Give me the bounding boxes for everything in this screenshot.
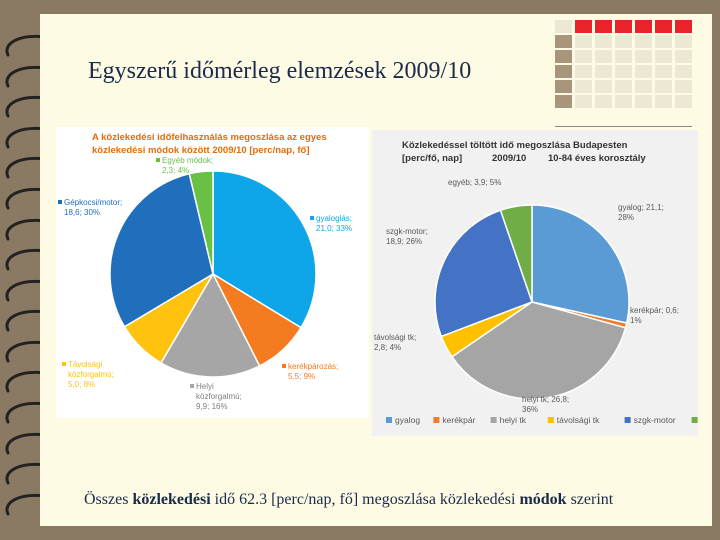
grid-cell	[635, 35, 652, 48]
grid-cell	[615, 65, 632, 78]
chart-panel-1: A közlekedési időfelhasználás megoszlása…	[56, 127, 369, 418]
label-marker-egyeb-modok	[156, 158, 160, 162]
grid-cell	[595, 65, 612, 78]
grid-cell	[635, 80, 652, 93]
grid-cell	[575, 95, 592, 108]
slice-helyi-tk	[450, 301, 627, 400]
data-label-gyalog: gyalog; 21,1; 28%	[618, 203, 664, 222]
grid-cell	[555, 65, 572, 78]
grid-cell	[595, 50, 612, 63]
label-marker-gyaloglas	[310, 216, 314, 220]
grid-cell	[615, 20, 632, 33]
legend-swatch-szgk-motor	[624, 417, 631, 423]
caption-part-2: közlekedési	[132, 491, 211, 508]
grid-cell	[575, 20, 592, 33]
slice-gepkocsi-motor	[109, 172, 214, 328]
grid-cell	[675, 65, 692, 78]
legend-label-tavolsagi-tk: távolsági tk	[557, 415, 600, 425]
legend-swatch-helyi-tk	[490, 417, 497, 423]
grid-cell	[595, 35, 612, 48]
grid-cell	[595, 20, 612, 33]
grid-cell	[615, 50, 632, 63]
chart2-title-age: 10-84 éves korosztály	[548, 153, 646, 164]
grid-cell	[555, 95, 572, 108]
grid-cell	[655, 50, 672, 63]
label-marker-kerekparozas	[282, 364, 286, 368]
grid-cell	[615, 95, 632, 108]
grid-cell	[615, 35, 632, 48]
legend-swatch-gyalog	[386, 417, 392, 423]
grid-cell	[595, 80, 612, 93]
data-label-tavolsagi-kozforgalmu: Távolsági közforgalmú; 5,0; 8%	[68, 360, 114, 389]
legend-label-szgk-motor: szgk-motor	[634, 415, 676, 425]
data-label-helyi-kozforgalmu: Helyi közforgalmú; 9,9; 16%	[196, 382, 242, 411]
data-label-egyeb: egyéb; 3,9; 5%	[448, 178, 501, 187]
legend-label-gyalog: gyalog	[395, 415, 420, 425]
legend-label-kerekpar: kerékpár	[442, 415, 475, 425]
pie-chart-1: A közlekedési időfelhasználás megoszlása…	[58, 132, 352, 411]
divider-line	[555, 126, 692, 127]
data-label-tavolsagi-tk: távolsági tk; 2,8; 4%	[374, 333, 416, 352]
data-label-szgk-motor: szgk-motor; 18,9; 26%	[386, 227, 428, 246]
grid-cell	[635, 95, 652, 108]
grid-cell	[575, 50, 592, 63]
page-title: Egyszerű időmérleg elemzések 2009/10	[88, 58, 472, 84]
grid-cell	[575, 80, 592, 93]
caption-part-5: szerint	[566, 491, 614, 508]
grid-cell	[635, 50, 652, 63]
legend-swatch-kerekpar	[433, 417, 440, 423]
grid-cell	[575, 35, 592, 48]
grid-cell	[595, 95, 612, 108]
slice-egyeb	[499, 204, 533, 303]
grid-cell	[635, 20, 652, 33]
grid-cell	[635, 65, 652, 78]
grid-cell	[615, 80, 632, 93]
slice-gyalog	[531, 204, 630, 324]
slice-helyi-kozforgalmu	[159, 272, 261, 378]
chart2-title-unit: [perc/fő, nap]	[402, 153, 462, 164]
grid-cell	[555, 35, 572, 48]
legend-swatch-egyeb	[691, 417, 698, 423]
chart2-title-line1: Közlekedéssel töltött idő megoszlása Bud…	[402, 140, 628, 151]
caption-part-4: módok	[519, 491, 567, 508]
data-label-kerekparozas: kerékpározás; 5,5; 9%	[288, 362, 338, 381]
pie-chart-2: Közlekedéssel töltött idő megoszlása Bud…	[374, 140, 720, 425]
chart2-title-year: 2009/10	[492, 153, 526, 164]
grid-cell	[555, 20, 572, 33]
grid-cell	[655, 95, 672, 108]
decorative-grid	[555, 20, 692, 108]
data-label-kerekpar: kerékpár; 0,6; 1%	[630, 306, 679, 325]
slice-egyeb-modok	[188, 170, 214, 275]
slide-caption: Összes közlekedési idő 62.3 [perc/nap, f…	[84, 491, 613, 509]
legend-swatch-tavolsagi-tk	[547, 417, 554, 423]
grid-cell	[675, 50, 692, 63]
grid-cell	[675, 95, 692, 108]
chart1-title: A közlekedési időfelhasználás megoszlása…	[92, 132, 327, 156]
slice-szgk-motor	[434, 209, 533, 338]
label-marker-helyi-kozforgalmu	[190, 384, 194, 388]
grid-cell	[675, 80, 692, 93]
grid-cell	[655, 35, 672, 48]
grid-cell	[675, 20, 692, 33]
label-marker-tavolsagi-kozforgalmu	[62, 362, 66, 366]
data-label-helyi-tk: helyi tk; 26,8; 36%	[522, 395, 569, 414]
grid-cell	[655, 65, 672, 78]
grid-cell	[655, 20, 672, 33]
caption-part-3: idő 62.3 [perc/nap, fő] megoszlása közle…	[210, 491, 520, 508]
label-marker-gepkocsi-motor	[58, 200, 62, 204]
grid-cell	[655, 80, 672, 93]
caption-part-1: Összes	[84, 491, 133, 508]
grid-cell	[555, 50, 572, 63]
data-label-gyaloglas: gyaloglás; 21,0; 33%	[316, 214, 352, 233]
data-label-egyeb-modok: Egyéb módok; 2,3; 4%	[162, 156, 213, 175]
chart-panel-2: Közlekedéssel töltött idő megoszlása Bud…	[372, 130, 720, 436]
grid-cell	[555, 80, 572, 93]
grid-cell	[675, 35, 692, 48]
slice-gyaloglas	[212, 170, 317, 329]
data-label-gepkocsi-motor: Gépkocsi/motor; 18,6; 30%	[64, 198, 122, 217]
legend-label-helyi-tk: helyi tk	[500, 415, 527, 425]
grid-cell	[575, 65, 592, 78]
